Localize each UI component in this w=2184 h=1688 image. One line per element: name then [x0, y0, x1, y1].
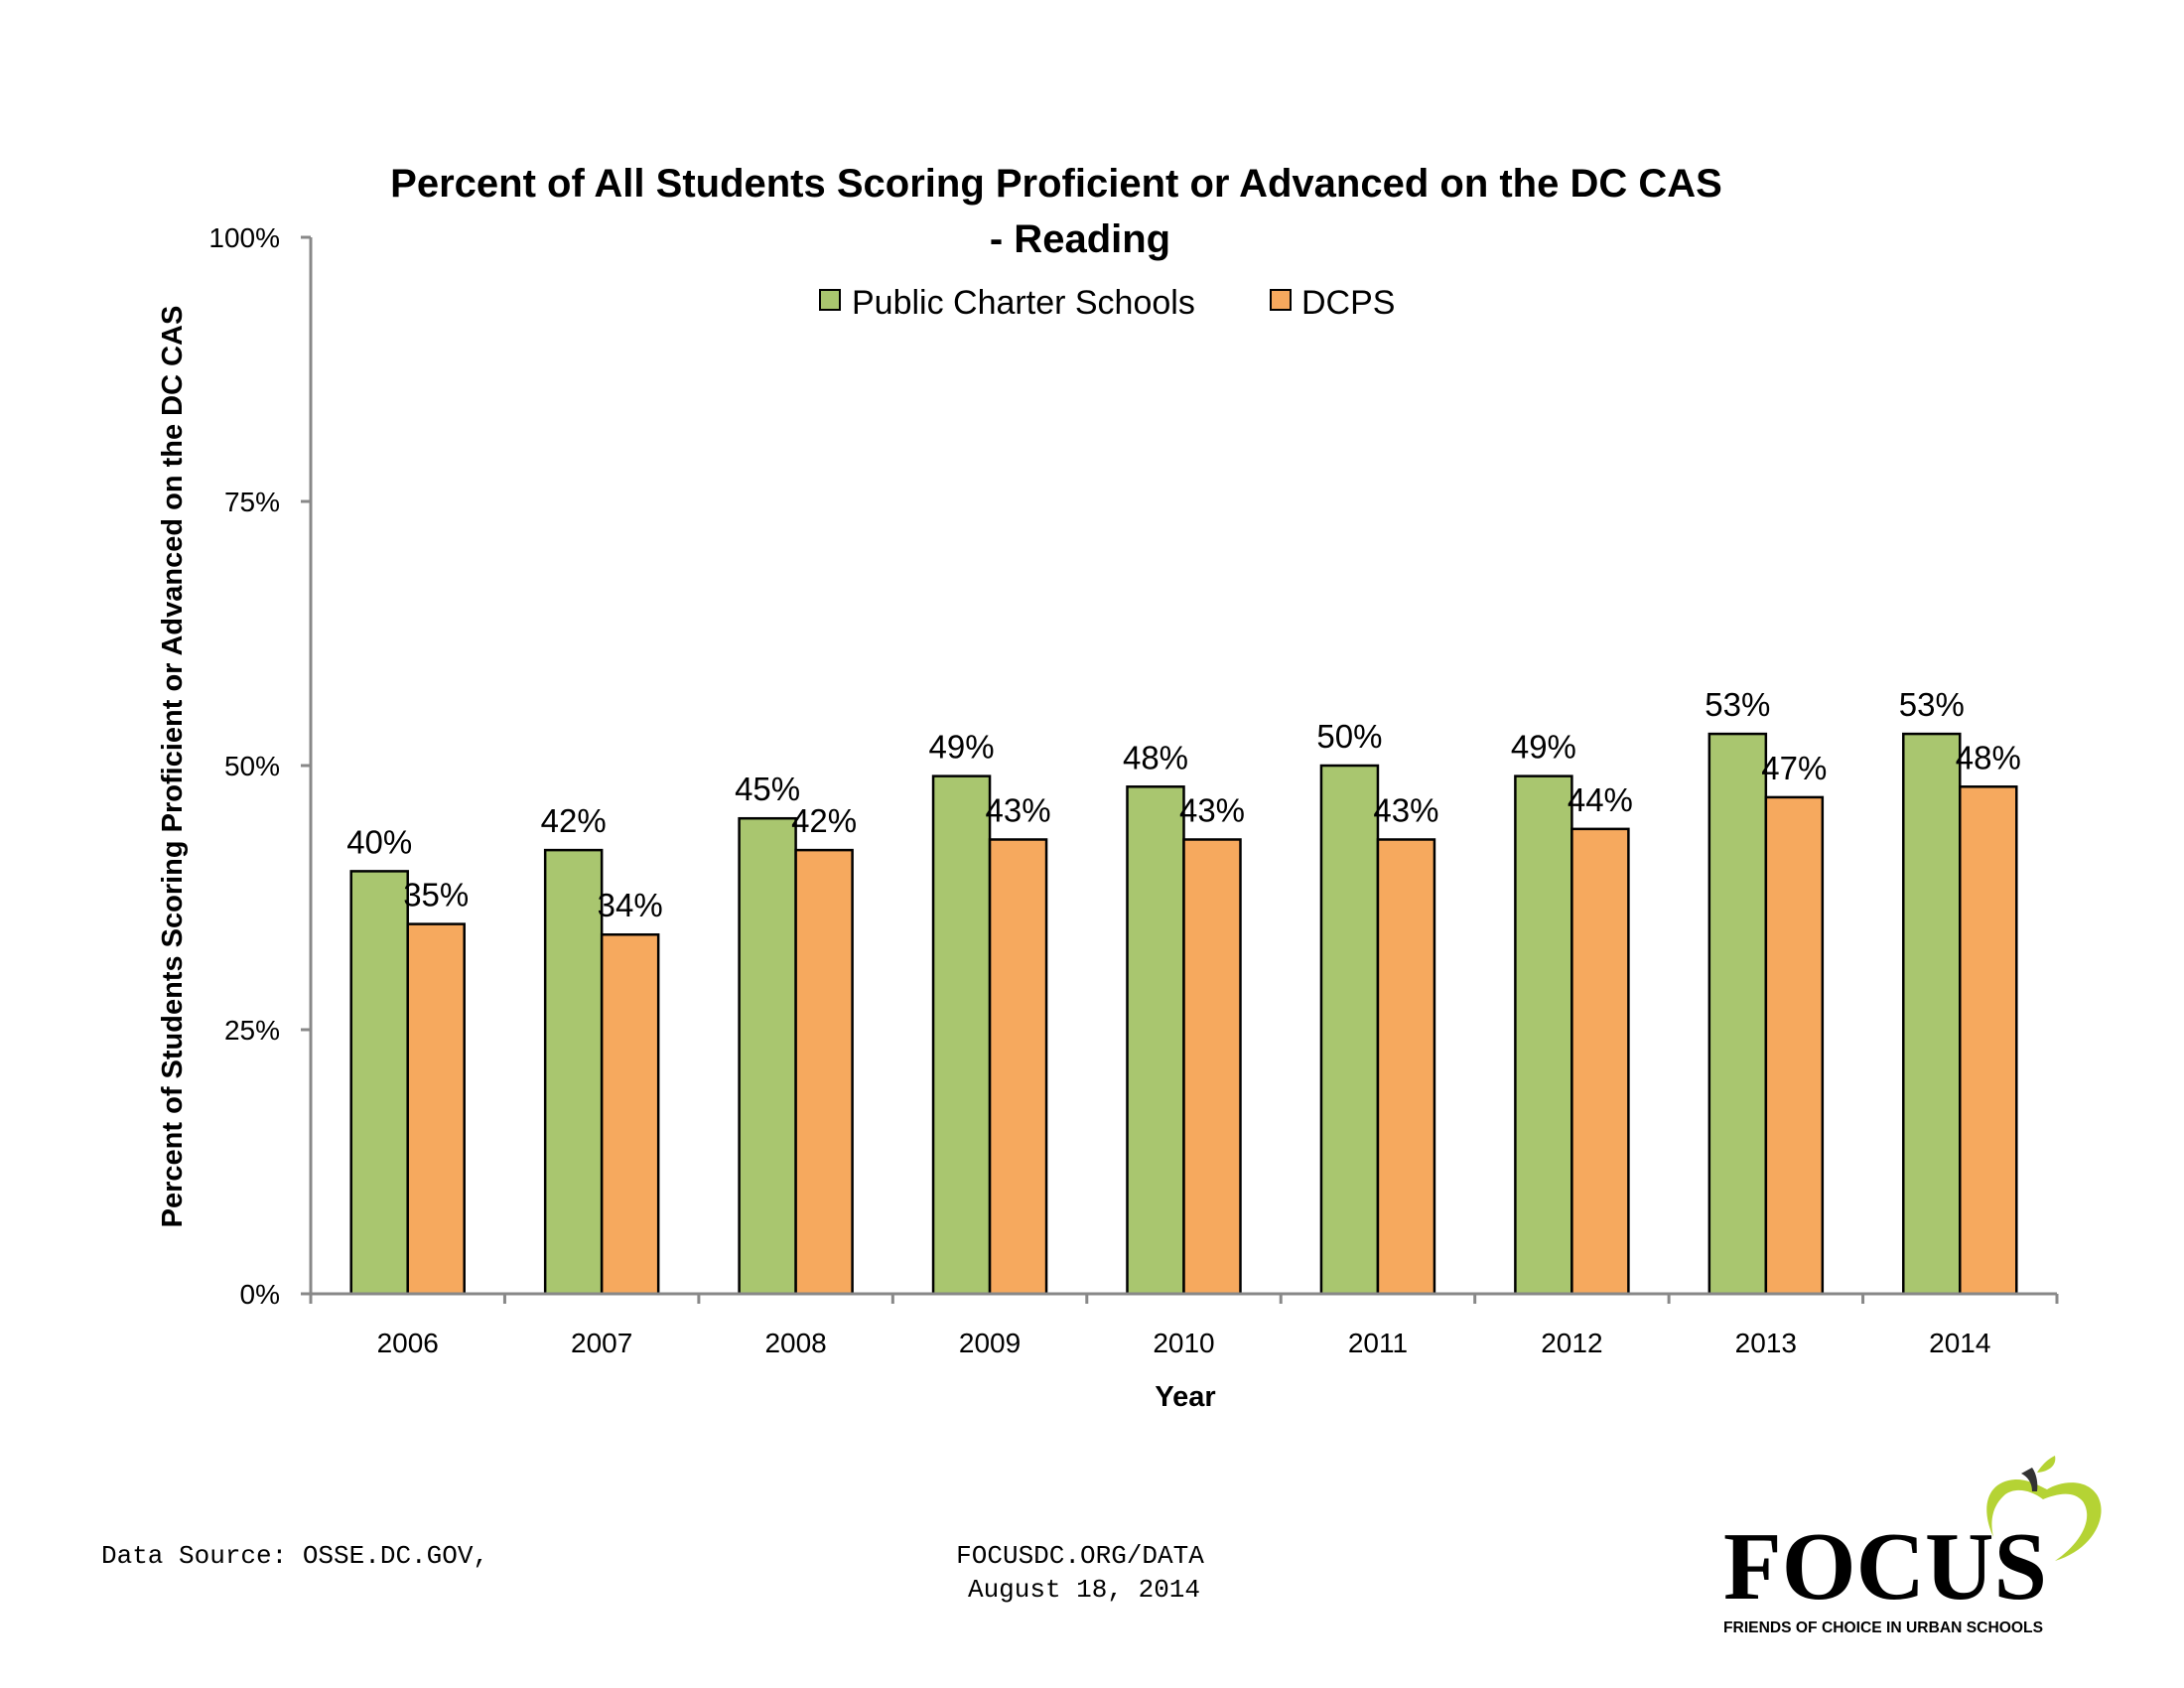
data-label-charter-2012: 49%	[1511, 729, 1576, 766]
legend-swatch-charter	[819, 289, 841, 311]
legend: Public Charter Schools DCPS	[819, 284, 1395, 322]
y-tick-label-75: 75%	[224, 487, 280, 517]
data-source: Data Source: OSSE.DC.GOV,	[101, 1541, 488, 1571]
data-label-charter-2013: 53%	[1705, 686, 1770, 723]
x-tick-label-2014: 2014	[1929, 1328, 1990, 1358]
apple-stem-icon	[2021, 1468, 2038, 1491]
logo-tagline: FRIENDS OF CHOICE IN URBAN SCHOOLS	[1723, 1619, 2043, 1636]
bar-dcps-2010	[1182, 838, 1242, 1296]
bar-charter-2013	[1707, 732, 1768, 1296]
bar-charter-2009	[931, 774, 992, 1296]
x-tick-label-2006: 2006	[377, 1328, 439, 1358]
data-label-dcps-2007: 34%	[598, 887, 663, 923]
x-tick-label-2007: 2007	[571, 1328, 632, 1358]
data-label-charter-2007: 42%	[541, 802, 607, 839]
bar-dcps-2007	[600, 932, 660, 1296]
apple-leaf-icon	[2037, 1456, 2056, 1473]
footer-site: FOCUSDC.ORG/DATA	[956, 1541, 1204, 1571]
bar-dcps-2014	[1959, 785, 2018, 1296]
bar-dcps-2006	[406, 922, 466, 1296]
legend-label-dcps: DCPS	[1301, 284, 1395, 322]
footer-date: August 18, 2014	[968, 1575, 1200, 1605]
x-axis-label: Year	[1155, 1381, 1215, 1413]
x-tick-label-2011: 2011	[1348, 1328, 1408, 1358]
y-tick-label-0: 0%	[240, 1279, 280, 1310]
bar-dcps-2011	[1376, 838, 1436, 1296]
chart-title-line2: - Reading	[990, 217, 1170, 261]
focus-logo: FOCUS FRIENDS OF CHOICE IN URBAN SCHOOLS	[1723, 1456, 2102, 1636]
bar-charter-2014	[1902, 732, 1962, 1296]
x-tick-label-2009: 2009	[959, 1328, 1021, 1358]
y-tick-label-50: 50%	[224, 751, 280, 781]
bar-dcps-2009	[988, 838, 1048, 1296]
data-label-dcps-2012: 44%	[1568, 781, 1633, 818]
bar-charter-2012	[1514, 774, 1573, 1296]
data-label-dcps-2009: 43%	[986, 791, 1051, 828]
bar-dcps-2012	[1570, 827, 1630, 1296]
data-label-dcps-2014: 48%	[1956, 739, 2021, 775]
apple-icon	[1986, 1479, 2102, 1561]
data-label-charter-2009: 49%	[929, 729, 995, 766]
data-label-dcps-2008: 42%	[791, 802, 857, 839]
data-label-dcps-2006: 35%	[403, 877, 469, 914]
data-label-charter-2014: 53%	[1899, 686, 1965, 723]
data-label-charter-2011: 50%	[1316, 718, 1382, 755]
y-axis-label: Percent of Students Scoring Proficient o…	[157, 306, 189, 1228]
x-tick-label-2013: 2013	[1735, 1328, 1797, 1358]
bar-charter-2006	[349, 870, 409, 1296]
logo-name: FOCUS	[1723, 1513, 2047, 1620]
data-label-charter-2010: 48%	[1123, 739, 1188, 775]
data-label-charter-2008: 45%	[735, 771, 800, 807]
bar-charter-2011	[1319, 764, 1380, 1296]
bar-charter-2008	[738, 816, 797, 1296]
legend-label-charter: Public Charter Schools	[852, 284, 1195, 322]
legend-swatch-dcps	[1270, 289, 1292, 311]
bar-charter-2010	[1126, 785, 1185, 1296]
y-tick-label-25: 25%	[224, 1015, 280, 1046]
data-label-dcps-2011: 43%	[1373, 791, 1438, 828]
data-label-charter-2006: 40%	[346, 823, 412, 860]
bar-dcps-2008	[794, 848, 854, 1296]
x-tick-label-2010: 2010	[1153, 1328, 1214, 1358]
y-tick-label-100: 100%	[208, 222, 280, 253]
x-tick-label-2008: 2008	[764, 1328, 826, 1358]
x-tick-label-2012: 2012	[1541, 1328, 1602, 1358]
data-label-dcps-2010: 43%	[1179, 791, 1245, 828]
bar-dcps-2013	[1764, 795, 1825, 1296]
chart-title-line1: Percent of All Students Scoring Proficie…	[390, 162, 1722, 206]
bar-charter-2007	[543, 848, 604, 1296]
data-label-dcps-2013: 47%	[1761, 750, 1827, 786]
